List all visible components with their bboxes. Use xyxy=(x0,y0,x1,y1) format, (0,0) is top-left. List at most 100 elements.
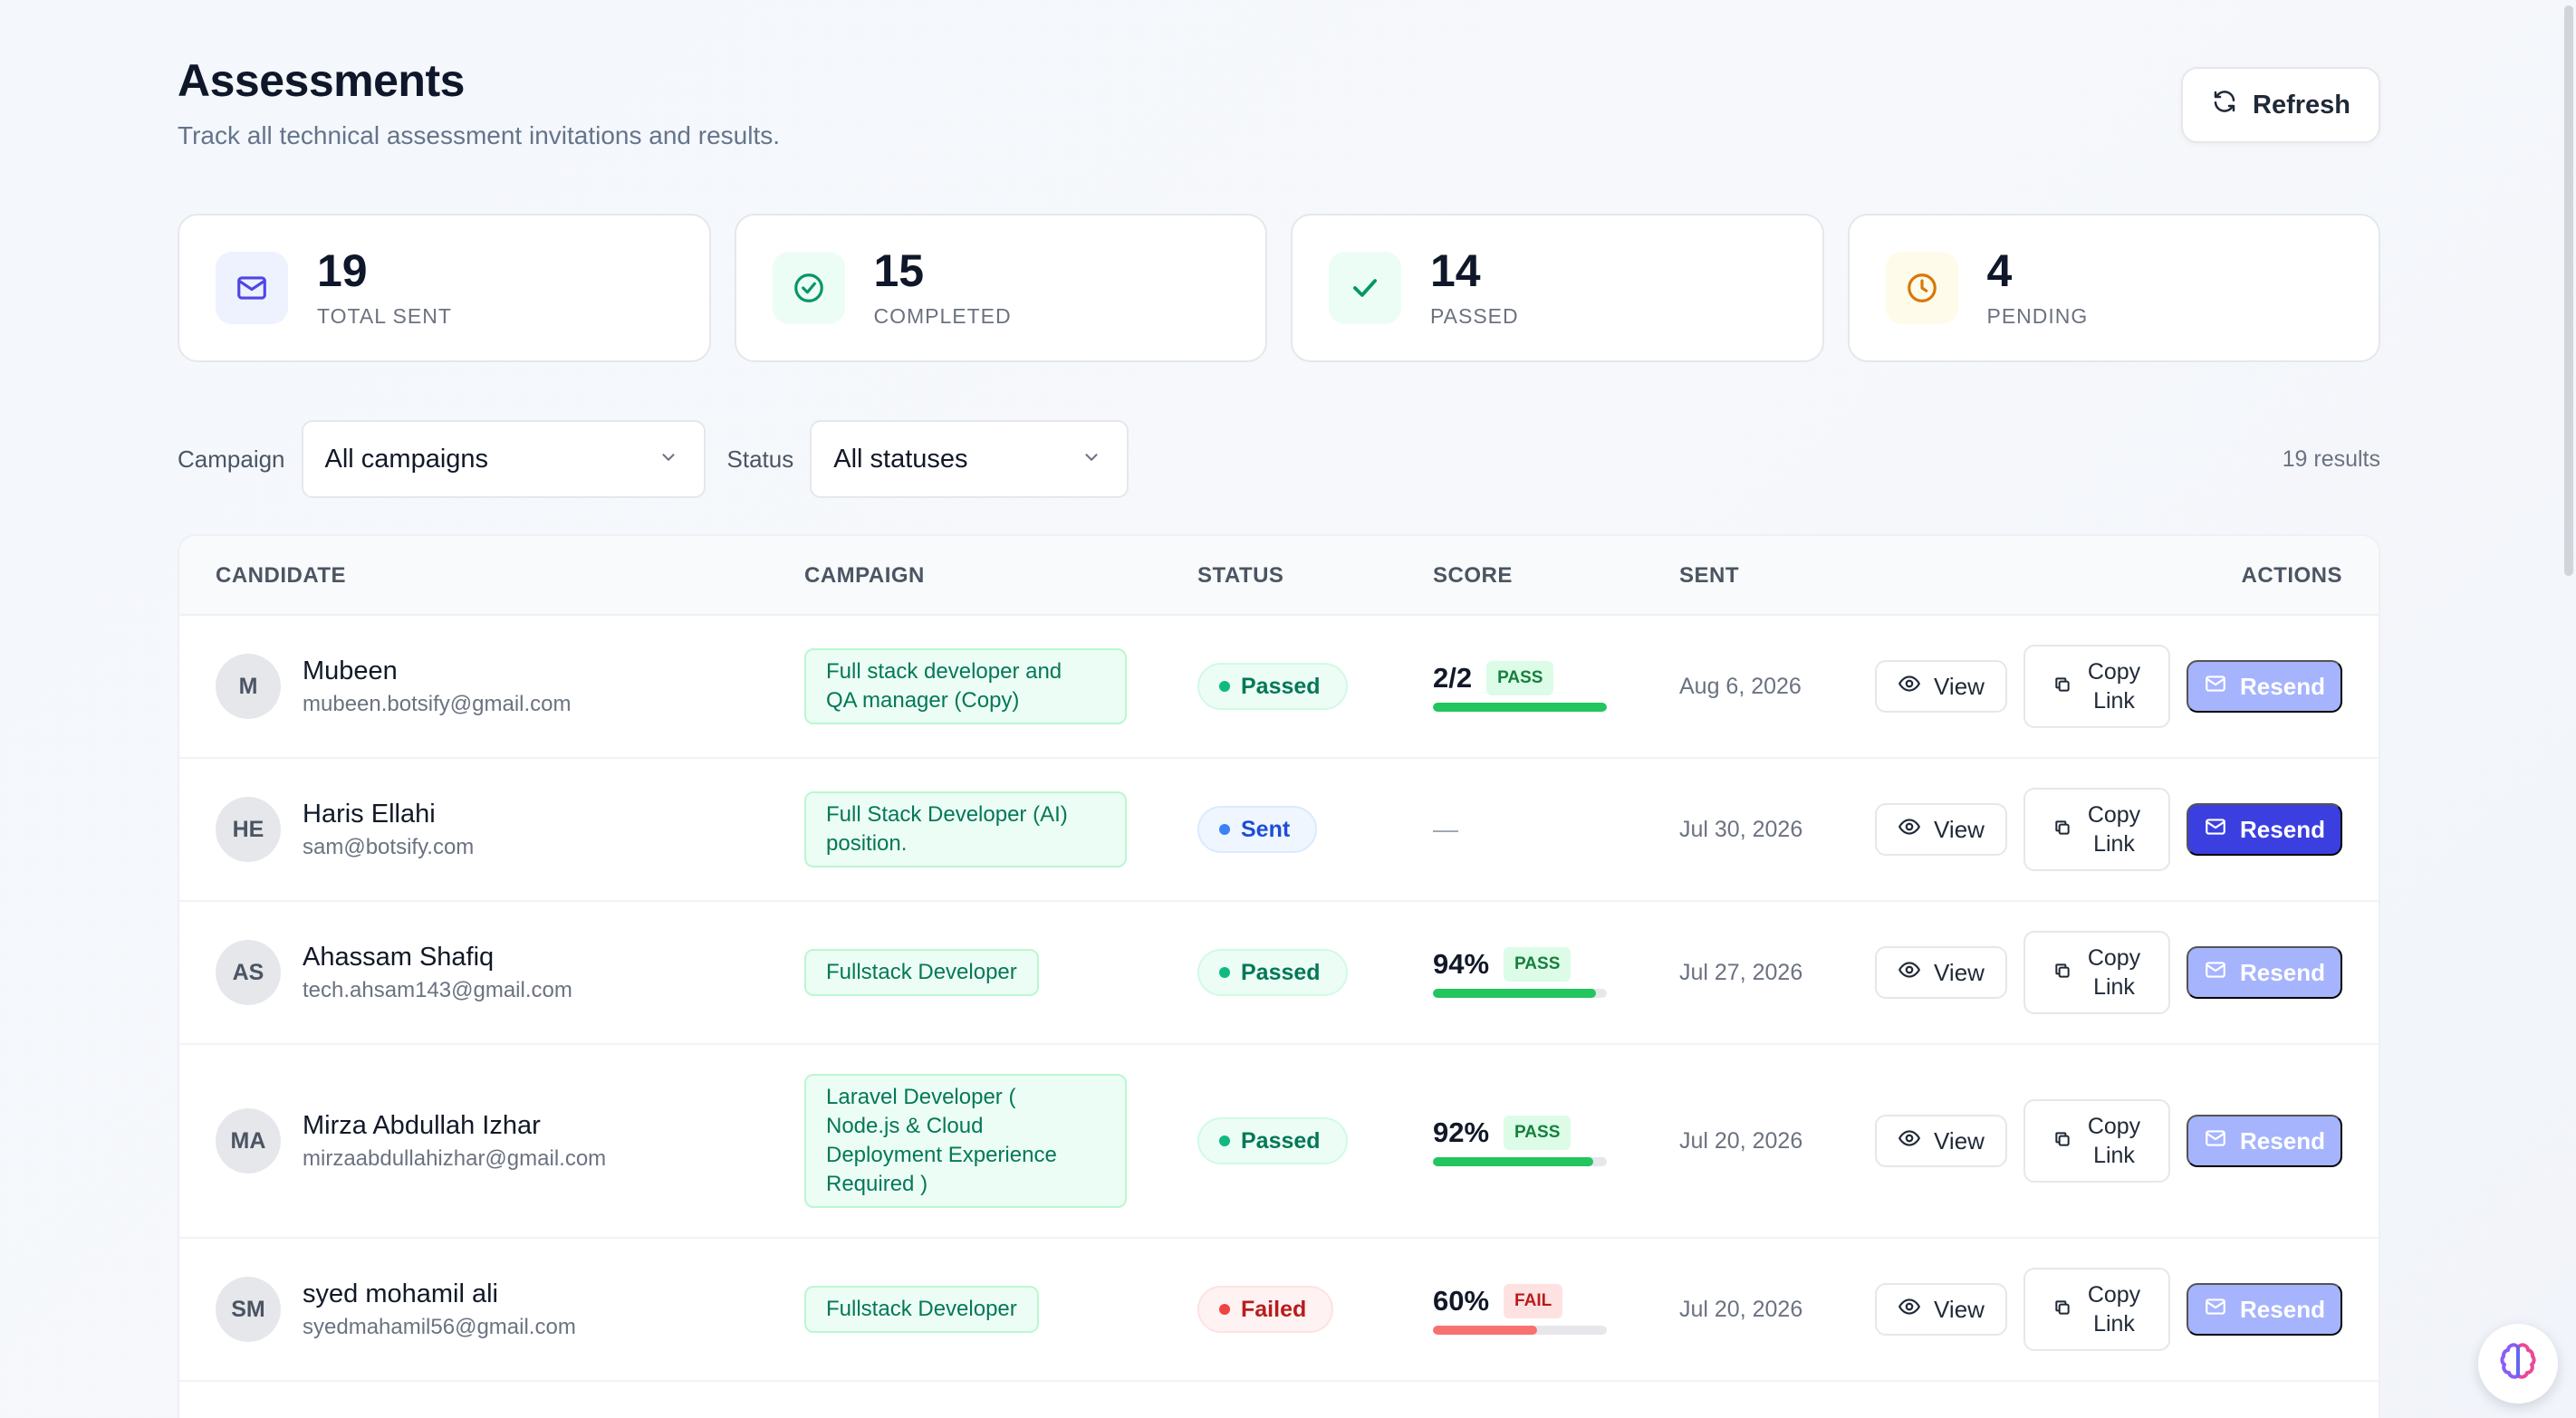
column-header-actions: ACTIONS xyxy=(2241,563,2342,588)
status-select-value: All statuses xyxy=(833,444,968,474)
scrollbar-thumb[interactable] xyxy=(2564,5,2573,576)
score-cell: 60% FAIL xyxy=(1433,1239,1607,1380)
table-body: M Mubeen mubeen.botsify@gmail.com Full s… xyxy=(179,616,2379,1382)
stat-card-pending: 4 PENDING xyxy=(1847,214,2380,362)
view-button[interactable]: View xyxy=(1875,803,2007,856)
stat-text: 19 TOTAL SENT xyxy=(317,248,452,329)
campaign-pill: Full Stack Developer (AI) position. xyxy=(804,791,1127,867)
stat-text: 4 PENDING xyxy=(1987,248,2089,329)
status-select[interactable]: All statuses xyxy=(810,420,1129,498)
campaign-cell: Fullstack Developer xyxy=(804,902,1039,1043)
resend-label: Resend xyxy=(2240,815,2325,843)
score-value: 60% xyxy=(1433,1285,1490,1317)
view-button[interactable]: View xyxy=(1875,946,2007,999)
sent-date: Jul 20, 2026 xyxy=(1679,1296,1803,1322)
filters-bar: Campaign All campaigns Status All status… xyxy=(178,420,2380,498)
table-row: SM syed mohamil ali syedmahamil56@gmail.… xyxy=(179,1239,2379,1382)
status-label: Sent xyxy=(1241,816,1291,842)
status-cell: Failed xyxy=(1197,1239,1334,1380)
assessments-table: CANDIDATE CAMPAIGN STATUS SCORE SENT ACT… xyxy=(178,534,2380,1418)
campaign-line: Fullstack Developer xyxy=(826,960,1017,984)
campaign-line: Required ) xyxy=(826,1172,928,1196)
status-cell: Passed xyxy=(1197,616,1348,757)
view-button[interactable]: View xyxy=(1875,660,2007,713)
copy-link-button[interactable]: Copy Link xyxy=(2023,1268,2170,1351)
candidate-email: sam@botsify.com xyxy=(303,834,475,859)
status-dot xyxy=(1219,681,1230,692)
resend-button[interactable]: Resend xyxy=(2187,660,2342,713)
resend-button[interactable]: Resend xyxy=(2187,946,2342,999)
assistant-button[interactable] xyxy=(2478,1324,2558,1404)
actions-cell: View Copy Link Resend xyxy=(1875,902,2342,1043)
sent-date: Jul 30, 2026 xyxy=(1679,816,1803,842)
status-cell: Passed xyxy=(1197,902,1348,1043)
avatar: SM xyxy=(216,1277,281,1342)
avatar: AS xyxy=(216,940,281,1005)
score-block: 94% PASS xyxy=(1433,947,1607,998)
campaign-line: Full stack developer and xyxy=(826,659,1062,684)
candidate-info: Mubeen mubeen.botsify@gmail.com xyxy=(303,656,571,717)
table-row: AS Ahassam Shafiq tech.ahsam143@gmail.co… xyxy=(179,902,2379,1045)
copy-link-label: Copy Link xyxy=(2088,944,2140,1001)
view-button[interactable]: View xyxy=(1875,1115,2007,1167)
candidate-name: syed mohamil ali xyxy=(303,1279,498,1308)
mail-icon xyxy=(2204,815,2227,845)
copy-link-label: Copy Link xyxy=(2088,657,2140,715)
campaign-line: QA manager (Copy) xyxy=(826,688,1020,713)
page-scrollbar[interactable] xyxy=(2562,0,2576,1418)
status-dot xyxy=(1219,967,1230,978)
score-bar-fill xyxy=(1433,989,1597,998)
table-row: M Mubeen mubeen.botsify@gmail.com Full s… xyxy=(179,616,2379,759)
stat-card-passed: 14 PASSED xyxy=(1291,214,1824,362)
campaign-cell: Fullstack Developer xyxy=(804,1239,1039,1380)
copy-label-line: Link xyxy=(2093,974,2135,1000)
copy-link-button[interactable]: Copy Link xyxy=(2023,931,2170,1014)
view-label: View xyxy=(1934,958,1985,986)
copy-icon xyxy=(2053,815,2071,844)
column-header-campaign: CAMPAIGN xyxy=(804,563,925,588)
candidate-info: Ahassam Shafiq tech.ahsam143@gmail.com xyxy=(303,943,572,1003)
resend-button[interactable]: Resend xyxy=(2187,1115,2342,1167)
candidate-email: tech.ahsam143@gmail.com xyxy=(303,977,572,1002)
refresh-button[interactable]: Refresh xyxy=(2181,67,2380,143)
actions-cell: View Copy Link Resend xyxy=(1875,759,2342,900)
campaign-line: Laravel Developer ( xyxy=(826,1085,1016,1109)
stat-label: PENDING xyxy=(1986,303,2089,328)
campaign-select[interactable]: All campaigns xyxy=(301,420,706,498)
status-label: Passed xyxy=(1241,959,1321,985)
mail-icon xyxy=(2204,958,2227,988)
score-top: 92% PASS xyxy=(1433,1116,1607,1150)
check-icon xyxy=(1329,252,1401,324)
assessments-page: Assessments Track all technical assessme… xyxy=(178,0,2380,1418)
clock-icon xyxy=(1885,252,1958,324)
score-value: 92% xyxy=(1433,1116,1490,1148)
copy-link-button[interactable]: Copy Link xyxy=(2023,645,2170,728)
chevron-down-icon xyxy=(1081,445,1101,474)
status-dot xyxy=(1219,1304,1230,1315)
resend-button[interactable]: Resend xyxy=(2187,1283,2342,1336)
copy-label-line: Link xyxy=(2093,831,2135,857)
stat-label: COMPLETED xyxy=(873,303,1012,328)
stat-value: 15 xyxy=(873,244,925,296)
candidate-name: Haris Ellahi xyxy=(303,799,436,829)
column-header-candidate: CANDIDATE xyxy=(216,563,347,588)
score-cell: 92% PASS xyxy=(1433,1045,1607,1237)
copy-link-button[interactable]: Copy Link xyxy=(2023,788,2170,871)
score-top: 60% FAIL xyxy=(1433,1284,1607,1318)
mail-icon xyxy=(2204,1295,2227,1325)
campaign-cell: Full Stack Developer (AI) position. xyxy=(804,759,1127,900)
sent-cell: Jul 30, 2026 xyxy=(1679,759,1802,900)
chevron-down-icon xyxy=(658,445,678,474)
results-count: 19 results xyxy=(2282,446,2380,472)
stat-value: 19 xyxy=(317,244,368,296)
mail-icon xyxy=(216,252,288,324)
score-bar-fill xyxy=(1433,1326,1538,1335)
mail-icon xyxy=(2204,672,2227,702)
campaign-pill: Fullstack Developer xyxy=(804,1286,1039,1333)
resend-button[interactable]: Resend xyxy=(2187,803,2342,856)
score-badge: PASS xyxy=(1486,661,1554,695)
candidate-cell: SM syed mohamil ali syedmahamil56@gmail.… xyxy=(216,1239,576,1380)
view-button[interactable]: View xyxy=(1875,1283,2007,1336)
campaign-pill: Full stack developer and QA manager (Copy… xyxy=(804,648,1127,724)
copy-link-button[interactable]: Copy Link xyxy=(2023,1099,2170,1183)
